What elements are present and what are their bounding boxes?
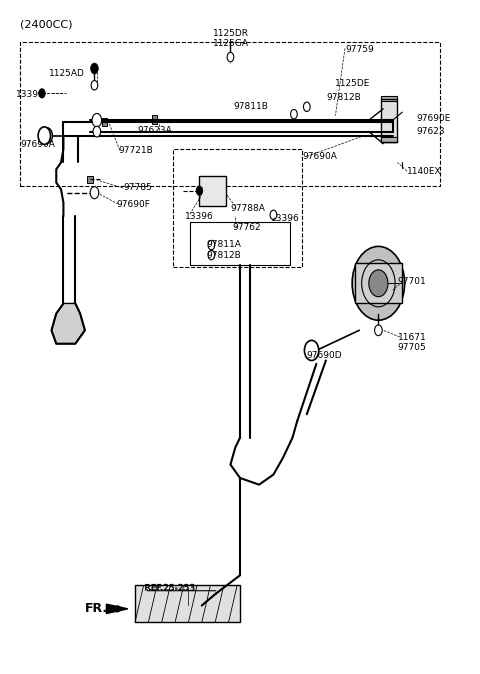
Circle shape — [304, 340, 319, 361]
Text: 97812B: 97812B — [206, 251, 241, 259]
Text: 13396: 13396 — [15, 90, 44, 98]
Bar — [381, 98, 397, 142]
Circle shape — [374, 325, 382, 336]
Text: 97812B: 97812B — [326, 93, 360, 102]
Circle shape — [272, 212, 276, 218]
Bar — [87, 176, 93, 183]
Text: 97701: 97701 — [397, 278, 426, 286]
Bar — [21, 42, 441, 186]
Text: 97690A: 97690A — [21, 140, 55, 149]
Text: 97759: 97759 — [345, 45, 374, 54]
Circle shape — [227, 53, 234, 62]
Circle shape — [90, 187, 99, 199]
Text: 13396: 13396 — [271, 214, 300, 222]
Bar — [381, 137, 397, 142]
Text: 97785: 97785 — [123, 183, 152, 193]
Circle shape — [208, 241, 215, 250]
Circle shape — [91, 63, 98, 74]
Text: FR.: FR. — [85, 603, 108, 615]
Circle shape — [208, 251, 215, 259]
Text: 97690F: 97690F — [116, 200, 150, 208]
Bar — [190, 222, 290, 265]
Circle shape — [38, 127, 50, 144]
Circle shape — [303, 102, 310, 111]
Polygon shape — [51, 303, 85, 344]
Text: 97788A: 97788A — [230, 204, 265, 212]
Circle shape — [369, 270, 388, 297]
Circle shape — [41, 127, 52, 144]
Text: 1140EX: 1140EX — [407, 166, 442, 176]
Bar — [152, 115, 157, 123]
Bar — [355, 263, 402, 303]
Bar — [199, 176, 226, 206]
Polygon shape — [107, 604, 128, 613]
Circle shape — [93, 126, 101, 137]
Bar — [135, 585, 240, 622]
Text: 97690E: 97690E — [417, 114, 451, 123]
Circle shape — [290, 109, 297, 119]
Text: 1125DE: 1125DE — [336, 79, 371, 88]
Circle shape — [91, 81, 98, 90]
Text: 97623: 97623 — [417, 127, 445, 136]
Circle shape — [196, 186, 203, 195]
Circle shape — [92, 113, 102, 127]
Circle shape — [352, 247, 405, 320]
Text: REF.25-253: REF.25-253 — [144, 584, 195, 592]
Text: 97811B: 97811B — [234, 102, 269, 111]
Text: (2400CC): (2400CC) — [21, 20, 73, 30]
Text: 13396: 13396 — [185, 212, 214, 220]
Text: 97690A: 97690A — [302, 152, 337, 161]
Text: 97623A: 97623A — [137, 126, 172, 135]
Text: 1125AD: 1125AD — [49, 69, 85, 78]
Bar — [381, 96, 397, 101]
Text: 1125DR
1125GA: 1125DR 1125GA — [213, 28, 249, 48]
Circle shape — [38, 89, 45, 98]
Text: 97762: 97762 — [233, 223, 262, 232]
Text: 97690D: 97690D — [307, 351, 342, 361]
Text: 97811A: 97811A — [206, 240, 241, 249]
Bar — [102, 117, 108, 125]
Text: 11671
97705: 11671 97705 — [397, 333, 426, 352]
Circle shape — [270, 210, 277, 220]
Text: 97721B: 97721B — [118, 146, 153, 155]
Bar — [173, 149, 302, 266]
